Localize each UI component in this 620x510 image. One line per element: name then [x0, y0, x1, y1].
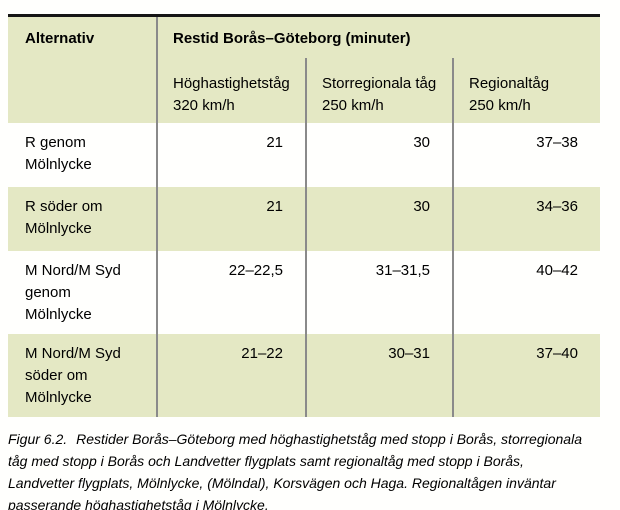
travel-time-table: Alternativ Restid Borås–Göteborg (minute…: [8, 14, 600, 417]
header-subcolumns: Höghastighetståg 320 km/h Storregionala …: [158, 58, 600, 123]
cell-hoghastighetstag-value: 21: [266, 198, 283, 215]
header-alternativ-cell: Alternativ: [8, 17, 158, 123]
figure-caption: Figur 6.2. Restider Borås–Göteborg med hö…: [8, 428, 614, 510]
header-right-section: Restid Borås–Göteborg (minuter) Höghasti…: [158, 17, 600, 123]
header-span-title: Restid Borås–Göteborg (minuter): [173, 30, 411, 47]
cell-regionaltag-value: 37–38: [452, 123, 600, 187]
header-subcol-regionaltag: Regionaltåg 250 km/h: [452, 58, 600, 123]
cell-hoghastighetstag-value: 22–22,5: [228, 262, 283, 279]
row-label: R söder om Mölnlycke: [8, 187, 158, 251]
row-label: M Nord/M Syd söder om Mölnlycke: [8, 334, 158, 417]
cell-storregionala-value: 30: [305, 123, 452, 187]
table-header: Alternativ Restid Borås–Göteborg (minute…: [8, 17, 600, 123]
cell-storregionala-value: 30–31: [305, 334, 452, 417]
table-row-m-nord-m-syd-soder-om-molnlycke: M Nord/M Syd söder om Mölnlycke 21–22 30…: [8, 334, 600, 417]
row-label: M Nord/M Syd genom Mölnlycke: [8, 251, 158, 334]
cell-storregionala-value: 30: [305, 187, 452, 251]
table-row-r-soder-om-molnlycke: R söder om Mölnlycke 21 30 34–36: [8, 187, 600, 251]
header-subcol-storregionala-tag: Storregionala tåg 250 km/h: [305, 58, 452, 123]
table-row-r-genom-molnlycke: R genom Mölnlycke 21 30 37–38: [8, 123, 600, 187]
figure-caption-text: Restider Borås–Göteborg med höghastighet…: [8, 431, 582, 510]
cell-regionaltag-value: 40–42: [452, 251, 600, 334]
cell-hoghastighetstag-value: 21: [266, 134, 283, 151]
figure-caption-label: Figur 6.2.: [8, 431, 68, 447]
cell-storregionala-value: 31–31,5: [305, 251, 452, 334]
table-row-m-nord-m-syd-genom-molnlycke: M Nord/M Syd genom Mölnlycke 22–22,5 31–…: [8, 251, 600, 334]
header-subcol-hoghastighetstag: Höghastighetståg 320 km/h: [173, 75, 290, 114]
cell-regionaltag-value: 37–40: [452, 334, 600, 417]
cell-regionaltag-value: 34–36: [452, 187, 600, 251]
cell-hoghastighetstag-value: 21–22: [241, 345, 283, 362]
row-label: R genom Mölnlycke: [8, 123, 158, 187]
